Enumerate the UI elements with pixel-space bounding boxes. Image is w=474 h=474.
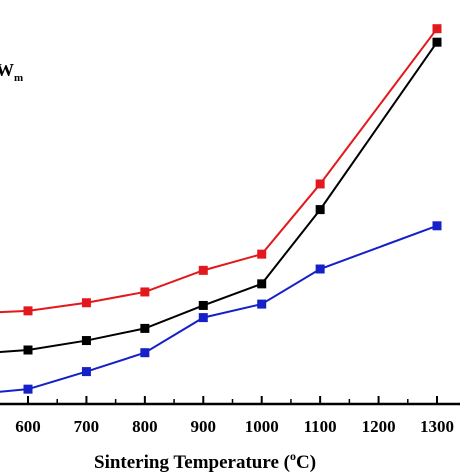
x-tick-label: 700 [74,417,100,436]
series-2-point [23,384,33,394]
series-1-point [432,37,442,47]
x-axis-title-end: C) [296,452,316,473]
x-axis-title-main: Sintering Temperature ( [94,452,290,473]
x-tick-label: 1100 [304,417,337,436]
series-line-2 [0,224,438,393]
series-2-point [140,348,150,358]
series-2-point [432,221,442,231]
series-2-point [81,367,91,377]
series-1-point [315,205,325,215]
series-2-point [198,313,208,323]
legend-fragment: Wm [0,60,23,84]
series-1-point [257,279,267,289]
series-layer [0,24,442,394]
x-tick-label: 1300 [420,417,454,436]
x-ticks: 600 700 800 900 1000 1100 1200 1300 [15,396,454,436]
x-tick-label: 1200 [362,417,396,436]
series-0-point [140,287,150,297]
series-1-point [140,323,150,333]
x-axis-title-sup: o [290,449,296,463]
x-tick-label: 600 [15,417,41,436]
x-tick-label: 900 [191,417,217,436]
series-line-1 [0,41,438,353]
series-0-point [315,179,325,189]
series-2-point [315,264,325,274]
x-axis-title: Sintering Temperature (oC) [94,449,316,473]
series-0-point [432,24,442,34]
x-tick-label: 800 [132,417,158,436]
legend-fragment-sub: m [14,72,23,84]
series-2-point [257,299,267,309]
series-0-point [257,249,267,259]
series-1-point [81,336,91,346]
series-0-point [198,265,208,275]
series-line-0 [0,28,438,314]
legend-fragment-main: W [0,60,14,80]
series-0-point [23,306,33,316]
x-tick-label: 1000 [245,417,279,436]
series-0-point [81,298,91,308]
series-1-point [198,300,208,310]
series-1-point [23,345,33,355]
